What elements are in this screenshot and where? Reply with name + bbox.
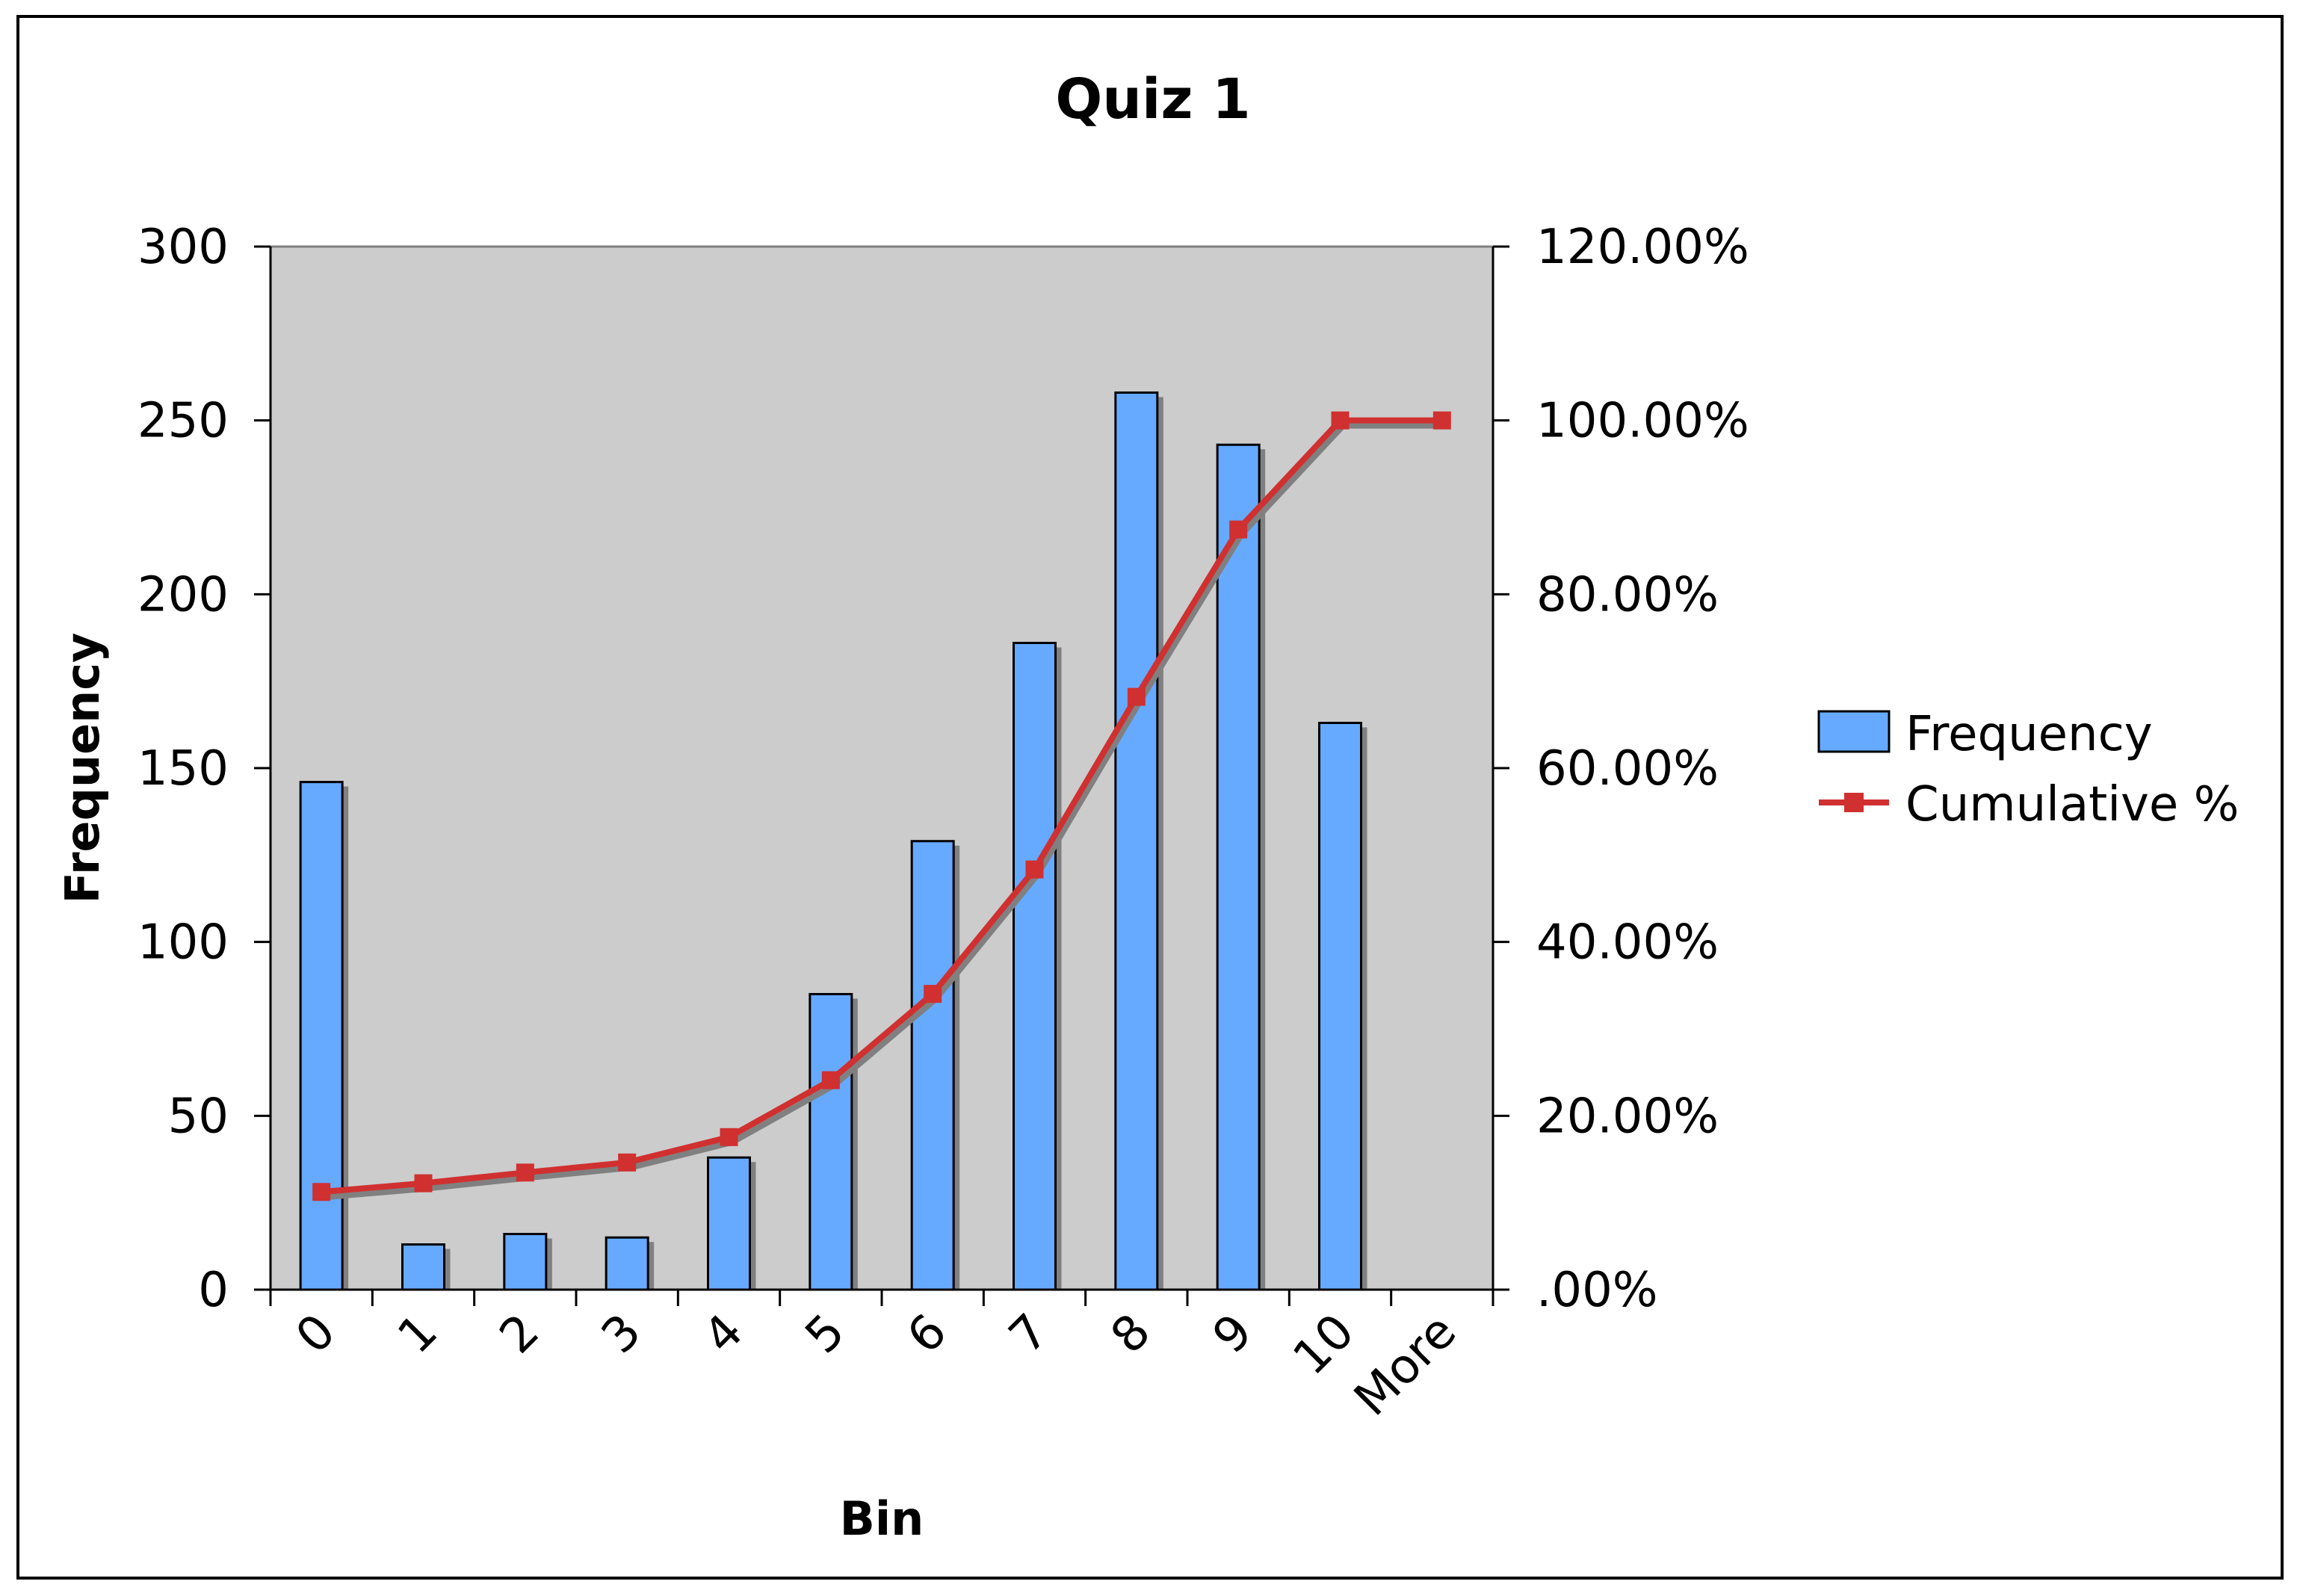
bar-7 bbox=[1013, 641, 1057, 1291]
cumulative-point-4 bbox=[720, 1128, 738, 1146]
x-tick-label-7: 7 bbox=[999, 1304, 1060, 1364]
x-tick-label-1: 1 bbox=[388, 1304, 448, 1364]
y-axis-title: Frequency bbox=[55, 633, 110, 904]
y2-tick-label: .00% bbox=[1536, 1263, 1658, 1318]
y2-tick-label: 40.00% bbox=[1536, 915, 1719, 971]
x-tick-label-9: 9 bbox=[1202, 1304, 1263, 1364]
x-axis-title: Bin bbox=[840, 1491, 924, 1546]
bar-3 bbox=[605, 1236, 649, 1291]
cumulative-point-10 bbox=[1331, 411, 1350, 430]
x-tick-label-3: 3 bbox=[591, 1304, 652, 1364]
legend: Frequency Cumulative % bbox=[1817, 707, 2239, 832]
bar-9 bbox=[1216, 443, 1261, 1291]
x-tick-label-5: 5 bbox=[795, 1304, 856, 1364]
cumulative-point-7 bbox=[1025, 860, 1044, 879]
x-tick-label-6: 6 bbox=[897, 1304, 957, 1364]
cumulative-point-0 bbox=[312, 1183, 331, 1201]
cumulative-point-3 bbox=[618, 1153, 637, 1172]
y-tick-label: 0 bbox=[198, 1263, 229, 1318]
bar-6 bbox=[910, 840, 955, 1291]
x-tick-label-8: 8 bbox=[1101, 1304, 1161, 1364]
y2-tick-label: 100.00% bbox=[1536, 394, 1749, 449]
plot-area bbox=[269, 245, 1494, 1291]
legend-cumulative-marker bbox=[1844, 793, 1864, 812]
cumulative-line-shadow bbox=[324, 422, 1445, 1201]
y2-tick-label: 20.00% bbox=[1536, 1089, 1719, 1144]
y-tick-label: 300 bbox=[137, 220, 229, 275]
cumulative-point-2 bbox=[516, 1163, 534, 1182]
bar-10 bbox=[1318, 722, 1362, 1291]
cumulative-line bbox=[321, 417, 1442, 1196]
x-tick-label-0: 0 bbox=[285, 1304, 346, 1364]
bar-0 bbox=[299, 781, 344, 1291]
chart-title: Quiz 1 bbox=[1055, 67, 1250, 132]
cumulative-point-1 bbox=[414, 1174, 433, 1193]
y2-tick-label: 60.00% bbox=[1536, 741, 1719, 797]
y2-tick-label: 120.00% bbox=[1536, 220, 1749, 275]
x-tick-label-More: More bbox=[1344, 1304, 1468, 1427]
legend-cumulative-label: Cumulative % bbox=[1905, 777, 2239, 832]
y-tick-label: 50 bbox=[168, 1089, 229, 1144]
bar-8 bbox=[1114, 391, 1159, 1291]
bar-5 bbox=[809, 992, 853, 1291]
cumulative-point-9 bbox=[1229, 520, 1248, 539]
cumulative-point-8 bbox=[1127, 687, 1146, 706]
cumulative-point-More bbox=[1432, 411, 1451, 430]
y2-tick-label: 80.00% bbox=[1536, 567, 1719, 622]
legend-frequency-label: Frequency bbox=[1905, 707, 2153, 762]
y-tick-label: 200 bbox=[137, 567, 229, 622]
y-tick-label: 150 bbox=[137, 741, 229, 797]
bar-4 bbox=[707, 1156, 751, 1291]
y-tick-label: 100 bbox=[137, 915, 229, 971]
legend-frequency-swatch bbox=[1817, 710, 1891, 753]
x-tick-label-4: 4 bbox=[693, 1304, 754, 1364]
x-tick-label-2: 2 bbox=[489, 1304, 550, 1364]
bar-1 bbox=[401, 1243, 445, 1291]
x-tick-label-10: 10 bbox=[1283, 1304, 1365, 1386]
cumulative-point-5 bbox=[821, 1071, 840, 1089]
bar-2 bbox=[503, 1233, 548, 1291]
y-tick-label: 250 bbox=[137, 394, 229, 449]
cumulative-point-6 bbox=[924, 985, 942, 1003]
